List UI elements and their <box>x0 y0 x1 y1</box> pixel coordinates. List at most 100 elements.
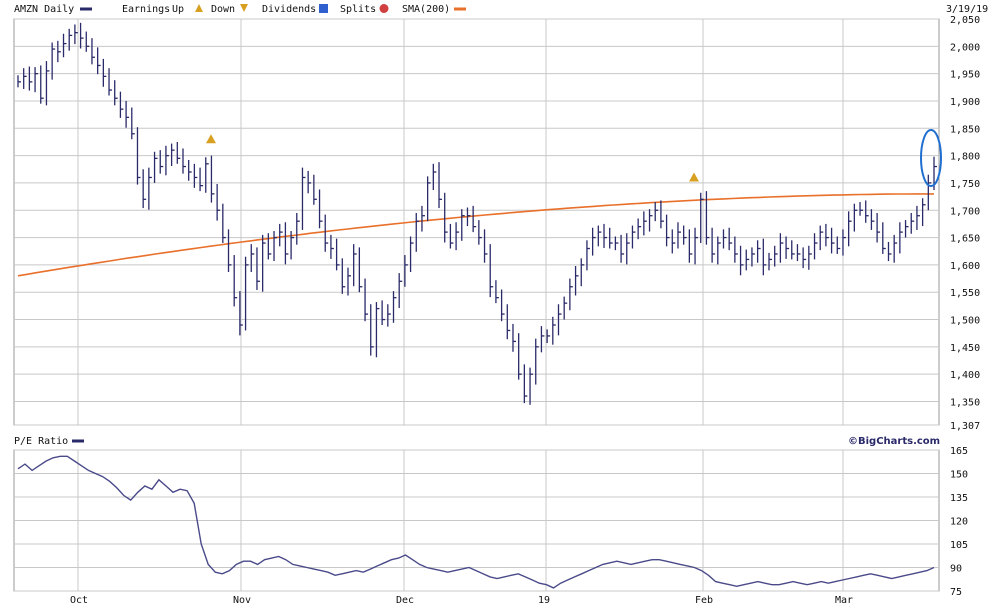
price-bar <box>813 233 818 260</box>
price-bar <box>57 40 61 63</box>
price-bar <box>916 205 920 230</box>
price-bar <box>483 229 488 263</box>
price-bar <box>785 236 790 259</box>
price-bar <box>404 255 408 287</box>
price-tick-label: 1,307 <box>950 421 980 432</box>
price-bar <box>717 236 721 265</box>
price-bar <box>347 267 351 296</box>
price-bar <box>17 75 21 88</box>
price-bar <box>751 247 755 267</box>
price-bar <box>461 209 465 241</box>
price-bar <box>705 191 710 245</box>
price-bar <box>802 247 807 269</box>
price-bar <box>193 163 198 188</box>
earnings-up-label: Up <box>172 4 184 15</box>
price-bar <box>159 150 164 174</box>
x-tick-label: Oct <box>70 595 88 606</box>
price-bar <box>114 80 118 106</box>
earnings-markers <box>206 134 699 182</box>
price-bars <box>17 22 937 405</box>
price-bar <box>887 241 892 262</box>
price-bar <box>540 326 545 353</box>
price-bar <box>876 212 881 243</box>
price-bar <box>296 212 300 245</box>
price-bar <box>182 148 186 174</box>
dividends-icon <box>319 4 328 13</box>
price-bar <box>830 227 835 254</box>
price-bar <box>643 211 647 236</box>
price-panel-frame <box>13 18 940 426</box>
price-bar <box>267 233 272 260</box>
price-bar <box>609 227 613 249</box>
price-bar <box>387 304 391 327</box>
pe-grid <box>14 449 939 592</box>
x-axis: Oct Nov Dec 19 Feb Mar <box>70 595 853 606</box>
price-bar <box>910 212 915 234</box>
price-bar <box>444 192 448 243</box>
price-tick-label: 1,700 <box>950 206 980 217</box>
price-bar <box>358 247 363 293</box>
price-bar <box>205 157 209 193</box>
price-bar <box>791 240 795 260</box>
price-bar <box>392 291 397 323</box>
price-bar <box>700 192 704 244</box>
price-bar <box>426 176 431 222</box>
price-tick-label: 1,900 <box>950 97 980 108</box>
price-bar <box>415 212 420 252</box>
price-bar <box>97 47 101 75</box>
earnings-up-marker <box>689 172 699 182</box>
splits-label: Splits <box>340 4 376 15</box>
price-bar <box>848 211 852 247</box>
price-bar <box>882 222 886 254</box>
price-bar <box>518 333 522 380</box>
price-bar <box>125 100 130 128</box>
symbol-label: AMZN Daily <box>14 4 74 15</box>
price-bar <box>893 234 898 263</box>
price-bar <box>279 223 283 247</box>
price-bar <box>28 66 33 91</box>
price-bar <box>449 223 454 249</box>
price-tick-label: 1,950 <box>950 70 980 81</box>
pe-tick-label: 90 <box>950 564 962 575</box>
price-bar <box>899 222 903 254</box>
price-bar <box>409 236 414 272</box>
price-bar <box>603 223 608 248</box>
price-bar <box>489 244 494 298</box>
price-bar <box>284 222 289 265</box>
price-tick-label: 1,400 <box>950 370 980 381</box>
price-bar <box>188 159 192 181</box>
price-bar <box>546 329 551 344</box>
price-bar <box>324 214 329 252</box>
price-bar <box>301 167 306 230</box>
price-bar <box>108 68 113 96</box>
price-bar <box>614 236 619 251</box>
price-bar <box>597 225 602 247</box>
price-bar <box>591 227 596 256</box>
price-bar <box>176 141 181 164</box>
price-bar <box>836 236 841 254</box>
header-legend: AMZN Daily Earnings Up Down Dividends Sp… <box>14 4 988 15</box>
price-bar <box>62 33 67 58</box>
price-tick-label: 1,800 <box>950 152 980 163</box>
x-tick-label: Mar <box>835 595 853 606</box>
earnings-label: Earnings <box>122 4 170 15</box>
price-bar <box>45 61 50 106</box>
price-bar <box>34 67 39 93</box>
price-bar <box>631 225 636 249</box>
price-bar <box>671 229 676 254</box>
price-bar <box>375 302 380 358</box>
pe-tick-label: 150 <box>950 470 968 481</box>
price-bar <box>580 258 585 287</box>
price-tick-label: 2,000 <box>950 42 980 53</box>
price-bar <box>370 304 374 356</box>
price-bar <box>398 273 403 309</box>
price-tick-label: 1,650 <box>950 234 980 245</box>
price-bar <box>313 174 317 205</box>
price-tick-label: 1,550 <box>950 288 980 299</box>
price-bar <box>239 291 243 336</box>
price-bar <box>796 244 801 262</box>
price-bar <box>665 214 670 247</box>
price-bar <box>432 163 437 191</box>
price-tick-label: 1,600 <box>950 261 980 272</box>
